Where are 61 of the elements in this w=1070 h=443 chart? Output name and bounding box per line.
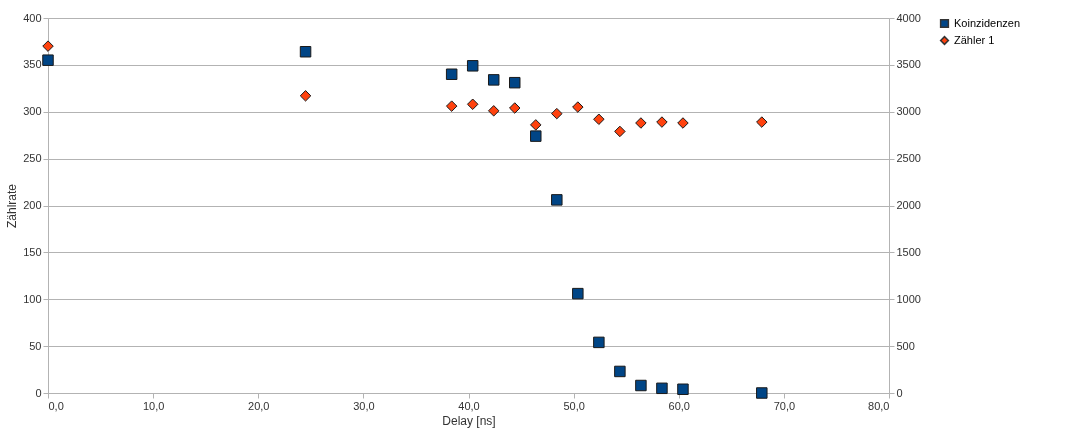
y2-tick-label: 0 [896,386,903,399]
point [614,125,626,138]
x-tick-label: 70,0 [773,399,796,412]
point [756,387,768,399]
x-tick-label: 0,0 [48,399,64,412]
y2-tick-label: 500 [896,339,915,352]
point [756,116,768,128]
point [614,365,626,378]
point [635,117,647,129]
point [299,90,312,102]
y-tick-label: 350 [23,58,42,71]
y-tick-label: 400 [23,11,42,24]
point [42,54,54,66]
x-axis-title: Delay [ns] [442,413,496,428]
y2-tick-label: 2500 [896,152,921,165]
point [677,383,689,395]
x-tick-label: 50,0 [563,399,585,412]
point [509,102,521,114]
point [466,60,479,72]
y-tick-label: 50 [29,339,42,352]
y2-tick-label: 1500 [896,245,921,258]
point [635,379,647,392]
legend-label: Zähler 1 [954,33,995,46]
x-tick-label: 30,0 [353,399,375,412]
point [593,336,605,349]
x-tick-label: 10,0 [142,399,165,412]
point [487,74,500,86]
y-axis-title: Zählrate [5,183,20,229]
legend-label: Koinzidenzen [954,16,1021,29]
point [530,119,542,131]
point [530,130,542,142]
y-tick-label: 200 [23,199,42,211]
point [299,46,312,58]
point [42,40,54,52]
point [509,76,521,89]
y2-tick-label: 3000 [896,105,921,118]
point [593,113,605,125]
point [487,105,500,117]
y2-tick-label: 2000 [896,199,921,211]
x-tick-label: 80,0 [868,399,890,412]
x-tick-label: 60,0 [668,399,690,412]
y-tick-label: 100 [23,292,42,305]
point [445,68,458,80]
point [466,98,479,110]
y-tick-label: 0 [35,386,42,399]
point [656,116,668,128]
y-tick-label: 300 [23,105,42,118]
y2-tick-label: 3500 [896,58,921,71]
y2-tick-label: 4000 [896,11,921,24]
point [445,100,458,112]
y2-tick-label: 1000 [896,292,921,305]
point [656,382,668,395]
point [551,194,563,206]
point [677,117,689,129]
y-tick-label: 150 [23,245,42,258]
x-tick-label: 20,0 [248,399,270,412]
x-tick-label: 40,0 [458,399,480,412]
point [572,287,584,300]
point [572,101,584,113]
point [551,107,563,120]
y-tick-label: 250 [23,152,42,165]
